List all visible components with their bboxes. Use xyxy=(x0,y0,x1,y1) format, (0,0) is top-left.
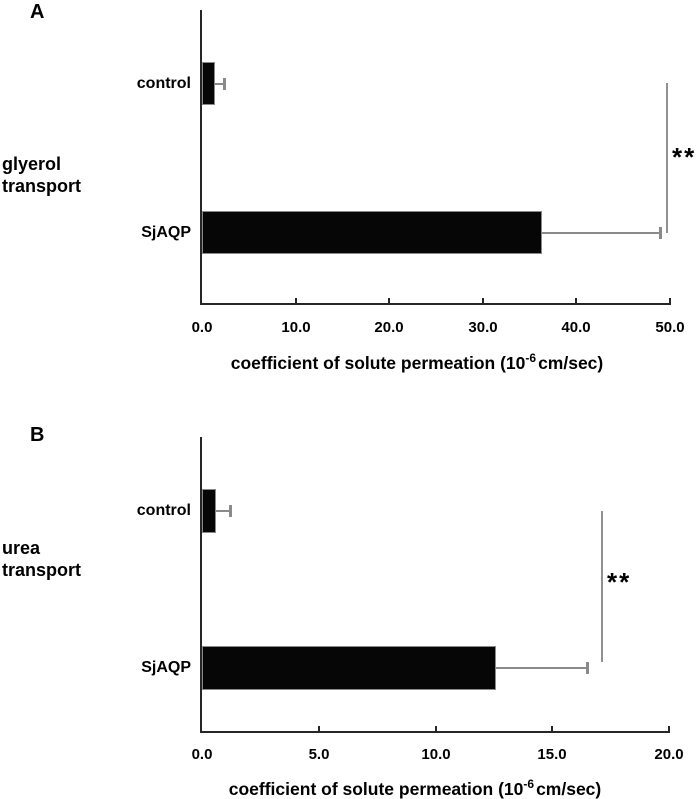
y-axis-line xyxy=(200,10,202,305)
x-axis-tick xyxy=(668,726,670,731)
x-tick-label: 20.0 xyxy=(654,746,684,763)
significance-stars: ** xyxy=(607,567,632,597)
data-bar-sjaqp xyxy=(202,646,496,690)
x-axis-tick xyxy=(575,298,577,303)
x-axis-tick xyxy=(388,298,390,303)
x-tick-label: 0.0 xyxy=(191,319,213,336)
error-bar-cap xyxy=(586,662,589,674)
panel-b-side-label: urea transport xyxy=(2,537,81,581)
side-label-line-2: transport xyxy=(2,176,82,196)
significance-stars: ** xyxy=(672,142,697,172)
data-bar-control xyxy=(202,489,216,533)
x-tick-label: 15.0 xyxy=(537,746,567,763)
x-axis-label-unit: cm/sec) xyxy=(538,353,604,373)
x-axis-label: coefficient of solute permeation (10-6 cm… xyxy=(175,772,655,799)
x-axis-tick xyxy=(318,726,320,731)
x-axis-line xyxy=(200,731,670,733)
significance-bracket xyxy=(601,511,603,662)
x-tick-label: 50.0 xyxy=(655,319,685,336)
error-bar-line xyxy=(496,667,587,669)
category-label-control: control xyxy=(136,75,191,92)
x-axis-line xyxy=(200,303,671,305)
category-label-sjaqp: SjAQP xyxy=(141,659,191,676)
category-label-sjaqp: SjAQP xyxy=(141,224,191,241)
significance-bracket xyxy=(666,83,668,233)
x-axis-label: coefficient of solute permeation (10-6 cm… xyxy=(177,346,657,375)
panel-b-label: B xyxy=(30,424,45,446)
error-bar-line xyxy=(542,232,660,234)
category-label-control: control xyxy=(136,502,191,519)
x-axis-tick xyxy=(551,726,553,731)
x-axis-label-text: coefficient of solute permeation (10 xyxy=(230,353,526,373)
x-tick-label: 10.0 xyxy=(281,319,311,336)
error-bar-cap xyxy=(659,227,662,239)
x-axis-tick xyxy=(435,726,437,731)
error-bar-line xyxy=(216,510,230,512)
x-axis-label-exponent: -6 xyxy=(523,777,535,791)
side-label-line-1: urea xyxy=(2,538,41,558)
x-tick-label: 0.0 xyxy=(191,746,213,763)
x-axis-label-text: coefficient of solute permeation (10 xyxy=(228,779,524,799)
x-tick-label: 10.0 xyxy=(421,746,451,763)
side-label-line-2: transport xyxy=(2,560,82,580)
x-axis-tick xyxy=(295,298,297,303)
x-axis-tick xyxy=(669,298,671,303)
error-bar-line xyxy=(215,83,223,85)
x-tick-label: 5.0 xyxy=(308,746,330,763)
x-tick-label: 20.0 xyxy=(374,319,404,336)
panel-a-side-label: glyerol transport xyxy=(2,153,81,197)
x-axis-label-exponent: -6 xyxy=(525,351,537,365)
x-axis-label-unit: cm/sec) xyxy=(536,779,602,799)
data-bar-sjaqp xyxy=(202,211,542,254)
error-bar-cap xyxy=(229,505,232,517)
x-tick-label: 30.0 xyxy=(468,319,498,336)
x-tick-label: 40.0 xyxy=(561,319,591,336)
data-bar-control xyxy=(202,62,215,105)
y-axis-line xyxy=(200,437,202,733)
side-label-line-1: glyerol xyxy=(2,154,62,174)
error-bar-cap xyxy=(223,78,226,90)
x-axis-tick xyxy=(482,298,484,303)
panel-a-label: A xyxy=(30,1,45,23)
